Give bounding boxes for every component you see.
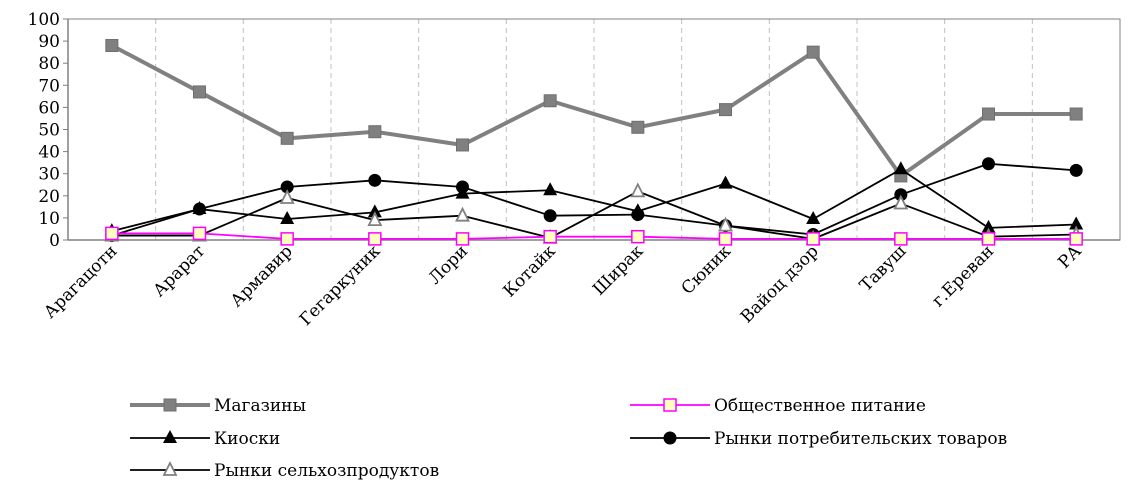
legend-item: Рынки потребительских товаров	[630, 429, 1007, 449]
y-tick-label: 30	[38, 165, 60, 185]
y-tick-label: 60	[38, 98, 60, 118]
legend-label: Магазины	[214, 396, 306, 416]
data-point	[1069, 216, 1084, 230]
x-tick-label: Лори	[425, 241, 472, 288]
y-tick-label: 50	[38, 121, 60, 141]
data-point	[718, 175, 733, 189]
data-point	[193, 202, 206, 216]
data-point	[719, 103, 732, 117]
data-point	[368, 125, 382, 139]
data-point	[543, 209, 557, 223]
legend-item: Киоски	[130, 429, 280, 449]
series-1	[105, 39, 1083, 183]
data-point	[455, 206, 470, 222]
y-tick-label: 20	[38, 187, 60, 207]
data-point	[631, 208, 645, 222]
y-tick-label: 70	[38, 76, 60, 96]
x-tick-label: Ширак	[589, 241, 648, 300]
x-tick-label: Армавир	[227, 241, 297, 311]
data-point	[631, 120, 645, 134]
data-point	[893, 161, 908, 175]
data-point	[456, 138, 469, 152]
y-tick-label: 100	[28, 10, 60, 30]
legend-label: Рынки потребительских товаров	[714, 429, 1007, 449]
legend-label: Рынки сельхозпродуктов	[214, 461, 439, 481]
data-point	[163, 430, 177, 443]
vertical-gridlines	[155, 19, 1033, 240]
legend-item: Общественное питание	[630, 396, 926, 416]
x-tick-label: РА	[1054, 241, 1085, 272]
series-line	[111, 232, 1077, 240]
data-point	[806, 232, 820, 246]
data-point	[280, 180, 294, 194]
x-tick-label: Арарат	[149, 241, 209, 301]
y-tick-label: 10	[38, 209, 60, 229]
data-point	[981, 219, 996, 233]
x-tick-label: Сюник	[678, 241, 736, 299]
x-tick-label: Вайоц дзор	[737, 241, 823, 327]
series-2	[105, 226, 1083, 246]
data-point	[981, 232, 996, 246]
data-point	[718, 232, 733, 246]
data-point	[1069, 163, 1083, 177]
data-point	[368, 173, 382, 187]
data-point	[368, 232, 382, 246]
data-point	[982, 157, 995, 171]
data-point	[718, 216, 733, 232]
data-point	[1069, 232, 1083, 246]
data-point	[543, 182, 558, 196]
series-line	[110, 43, 1077, 178]
series-line	[111, 168, 1077, 233]
y-tick-label: 40	[38, 143, 60, 163]
data-point	[663, 398, 677, 412]
data-point	[367, 204, 382, 218]
data-point	[105, 226, 119, 241]
y-tick-label: 0	[49, 231, 60, 251]
data-point	[982, 107, 995, 121]
data-point	[893, 194, 909, 210]
legend-item: Магазины	[130, 396, 306, 416]
x-category-labels: Арагацотн Арарат Армавир Гегаркуник Лори Кота…	[40, 241, 1086, 330]
data-point	[630, 182, 646, 198]
series-line	[111, 190, 1077, 240]
x-tick-label: Гегаркуник	[296, 241, 385, 330]
data-point	[280, 131, 294, 145]
data-point	[367, 211, 383, 227]
data-point	[162, 460, 178, 476]
x-tick-label: Котайк	[500, 241, 560, 301]
x-tick-label: г.Ереван	[928, 241, 998, 311]
legend-item: Рынки сельхозпродуктов	[130, 460, 439, 481]
y-tick-label: 90	[38, 32, 60, 52]
data-point	[163, 398, 177, 412]
data-point	[894, 232, 908, 246]
data-point	[663, 431, 677, 445]
data-point	[192, 226, 207, 241]
data-point	[193, 85, 206, 99]
legend-label: Общественное питание	[714, 396, 926, 416]
data-point	[543, 94, 557, 108]
x-tick-label: Тавуш	[856, 241, 910, 295]
data-point	[455, 232, 470, 246]
data-point	[105, 39, 119, 53]
x-tick-label: Арагацотн	[40, 241, 121, 322]
y-tick-label: 80	[38, 54, 60, 74]
legend: Магазины Общественное питание Киоски Рынки …	[130, 396, 1007, 481]
data-point	[280, 232, 294, 246]
data-point	[279, 188, 295, 204]
data-point	[456, 180, 469, 194]
data-point	[543, 229, 557, 244]
data-point	[280, 211, 295, 225]
legend-label: Киоски	[214, 429, 280, 449]
data-point	[1069, 107, 1083, 121]
series-lines	[104, 39, 1084, 246]
data-point	[806, 45, 820, 59]
data-point	[806, 211, 821, 225]
data-point	[631, 229, 645, 244]
